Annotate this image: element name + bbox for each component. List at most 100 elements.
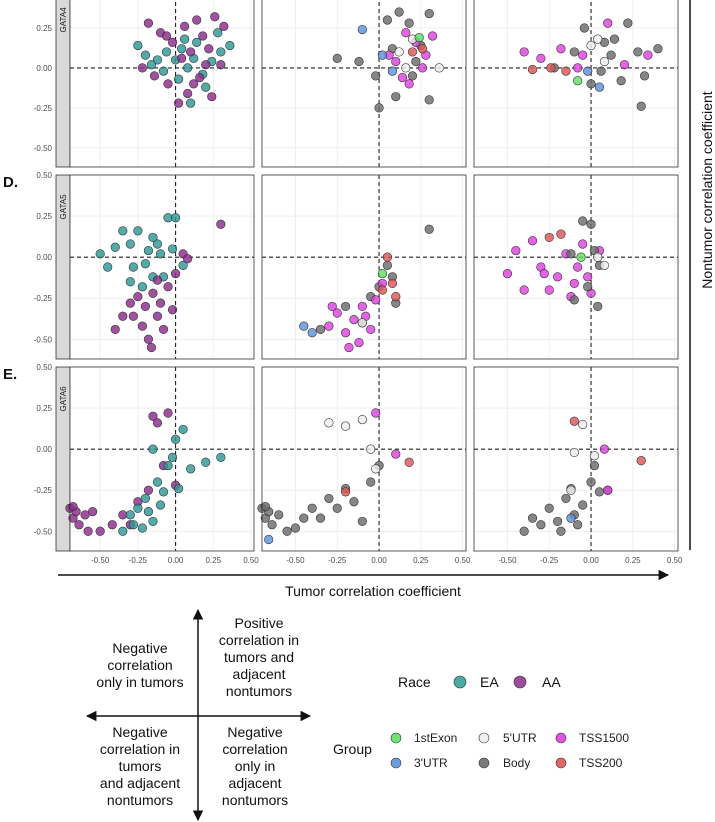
data-point-tss200 [544,232,554,243]
x-tick-label: 0.50 [243,556,259,565]
data-point-aa [146,342,157,353]
data-point-ea [137,282,147,292]
data-point-body [589,460,599,471]
legend-race-swatch-aa [513,675,527,689]
data-point-ea [148,444,158,454]
data-point-5utr [599,56,610,67]
data-point-ea [152,477,163,487]
data-point-body [569,295,579,305]
y-tick-label: 0.25 [36,212,52,221]
data-point-aa [118,311,128,321]
data-point-ea [128,262,138,272]
data-point-tss200 [387,278,398,289]
x-tick-label: 0.25 [205,556,221,565]
data-point-ea [155,249,166,259]
facet-strip-label: GATA4 [59,7,68,33]
data-point-ea [201,82,211,92]
data-point-tss1500 [573,262,583,272]
data-point-aa [149,71,160,81]
data-point-ea [103,262,113,272]
legend-group-swatch-body [478,757,490,769]
data-point-tss200 [561,66,571,76]
data-point-aa [95,526,105,536]
data-point-aa [163,282,173,292]
quadrant-label-bottom-left: Negative correlation in tumors and adjacent… [100,724,180,808]
data-point-body [307,503,317,513]
scatter-panel [261,174,467,360]
data-point-body [407,71,418,81]
data-point-ea [118,526,128,536]
data-point-aa [143,334,154,344]
data-point-ea [213,28,223,38]
data-point-ea [133,503,143,513]
legend-group-swatch-tss1500 [555,732,567,744]
data-point-tss1500 [324,321,334,331]
data-point-aa [180,21,190,31]
data-point-body [391,92,401,102]
y-tick-label: 0.00 [36,445,52,454]
data-point-body [424,95,434,105]
data-point-ea [167,452,178,462]
data-point-body [633,47,643,57]
data-point-body [579,23,589,33]
data-point-tss1500 [341,328,351,338]
data-point-aa [210,12,220,22]
data-point-body [424,8,434,19]
data-point-aa [83,526,93,536]
panel-border [69,0,255,168]
data-point-tss1500 [573,63,583,73]
data-point-5utr [357,414,367,425]
data-point-ea [125,510,135,520]
data-point-tss200 [382,252,393,262]
data-point-aa [198,31,208,41]
scatter-panel [473,366,679,552]
data-point-aa [80,510,90,520]
x-tick-label: 0.00 [583,556,599,565]
data-point-1stexon [414,32,424,43]
data-point-tss1500 [502,268,513,279]
data-point-body [569,47,579,57]
data-point-aa [152,311,163,321]
panel-border [69,366,255,552]
data-point-5utr [586,40,596,51]
data-point-tss1500 [527,236,538,246]
panel-border [261,0,467,168]
data-point-aa [155,298,166,308]
data-point-aa [189,79,199,89]
data-point-tss1500 [569,278,579,289]
data-point-aa [207,92,217,102]
panels-layer: GATA4 -0.50 -0.25 0.00 0.25 D. GATA5 -0.50 -0.25… [3,0,683,565]
data-point-body [586,477,596,487]
data-point-ea [158,487,169,497]
panel-background [262,175,466,359]
data-point-aa [201,60,211,70]
data-point-tss1500 [401,28,411,38]
data-point-aa [216,60,226,70]
data-point-aa [137,321,147,331]
data-point-3utr [357,24,367,35]
legend-group-label: TSS1500 [579,731,629,745]
legend-group-swatch-1stexon [390,732,402,744]
data-point-ea [186,464,196,474]
panel-border [473,0,679,168]
data-point-body [394,7,404,17]
data-point-ea [118,226,128,236]
data-point-body [260,502,270,512]
data-point-ea [152,239,163,249]
data-point-5utr [593,252,603,262]
data-point-1stexon [377,268,387,279]
data-point-3utr [594,82,605,92]
data-point-ea [178,260,188,270]
data-point-ea [148,232,158,243]
data-point-ea [173,74,184,84]
data-point-aa [204,44,214,54]
panel-border [473,366,679,552]
data-point-5utr [341,421,351,431]
legend-group-label: 5'UTR [503,731,537,745]
data-point-body [382,15,393,25]
data-point-ea [110,242,120,252]
data-point-ea [133,40,143,51]
data-point-5utr [593,34,603,44]
scatter-panel [69,0,255,168]
data-point-body [404,18,414,28]
